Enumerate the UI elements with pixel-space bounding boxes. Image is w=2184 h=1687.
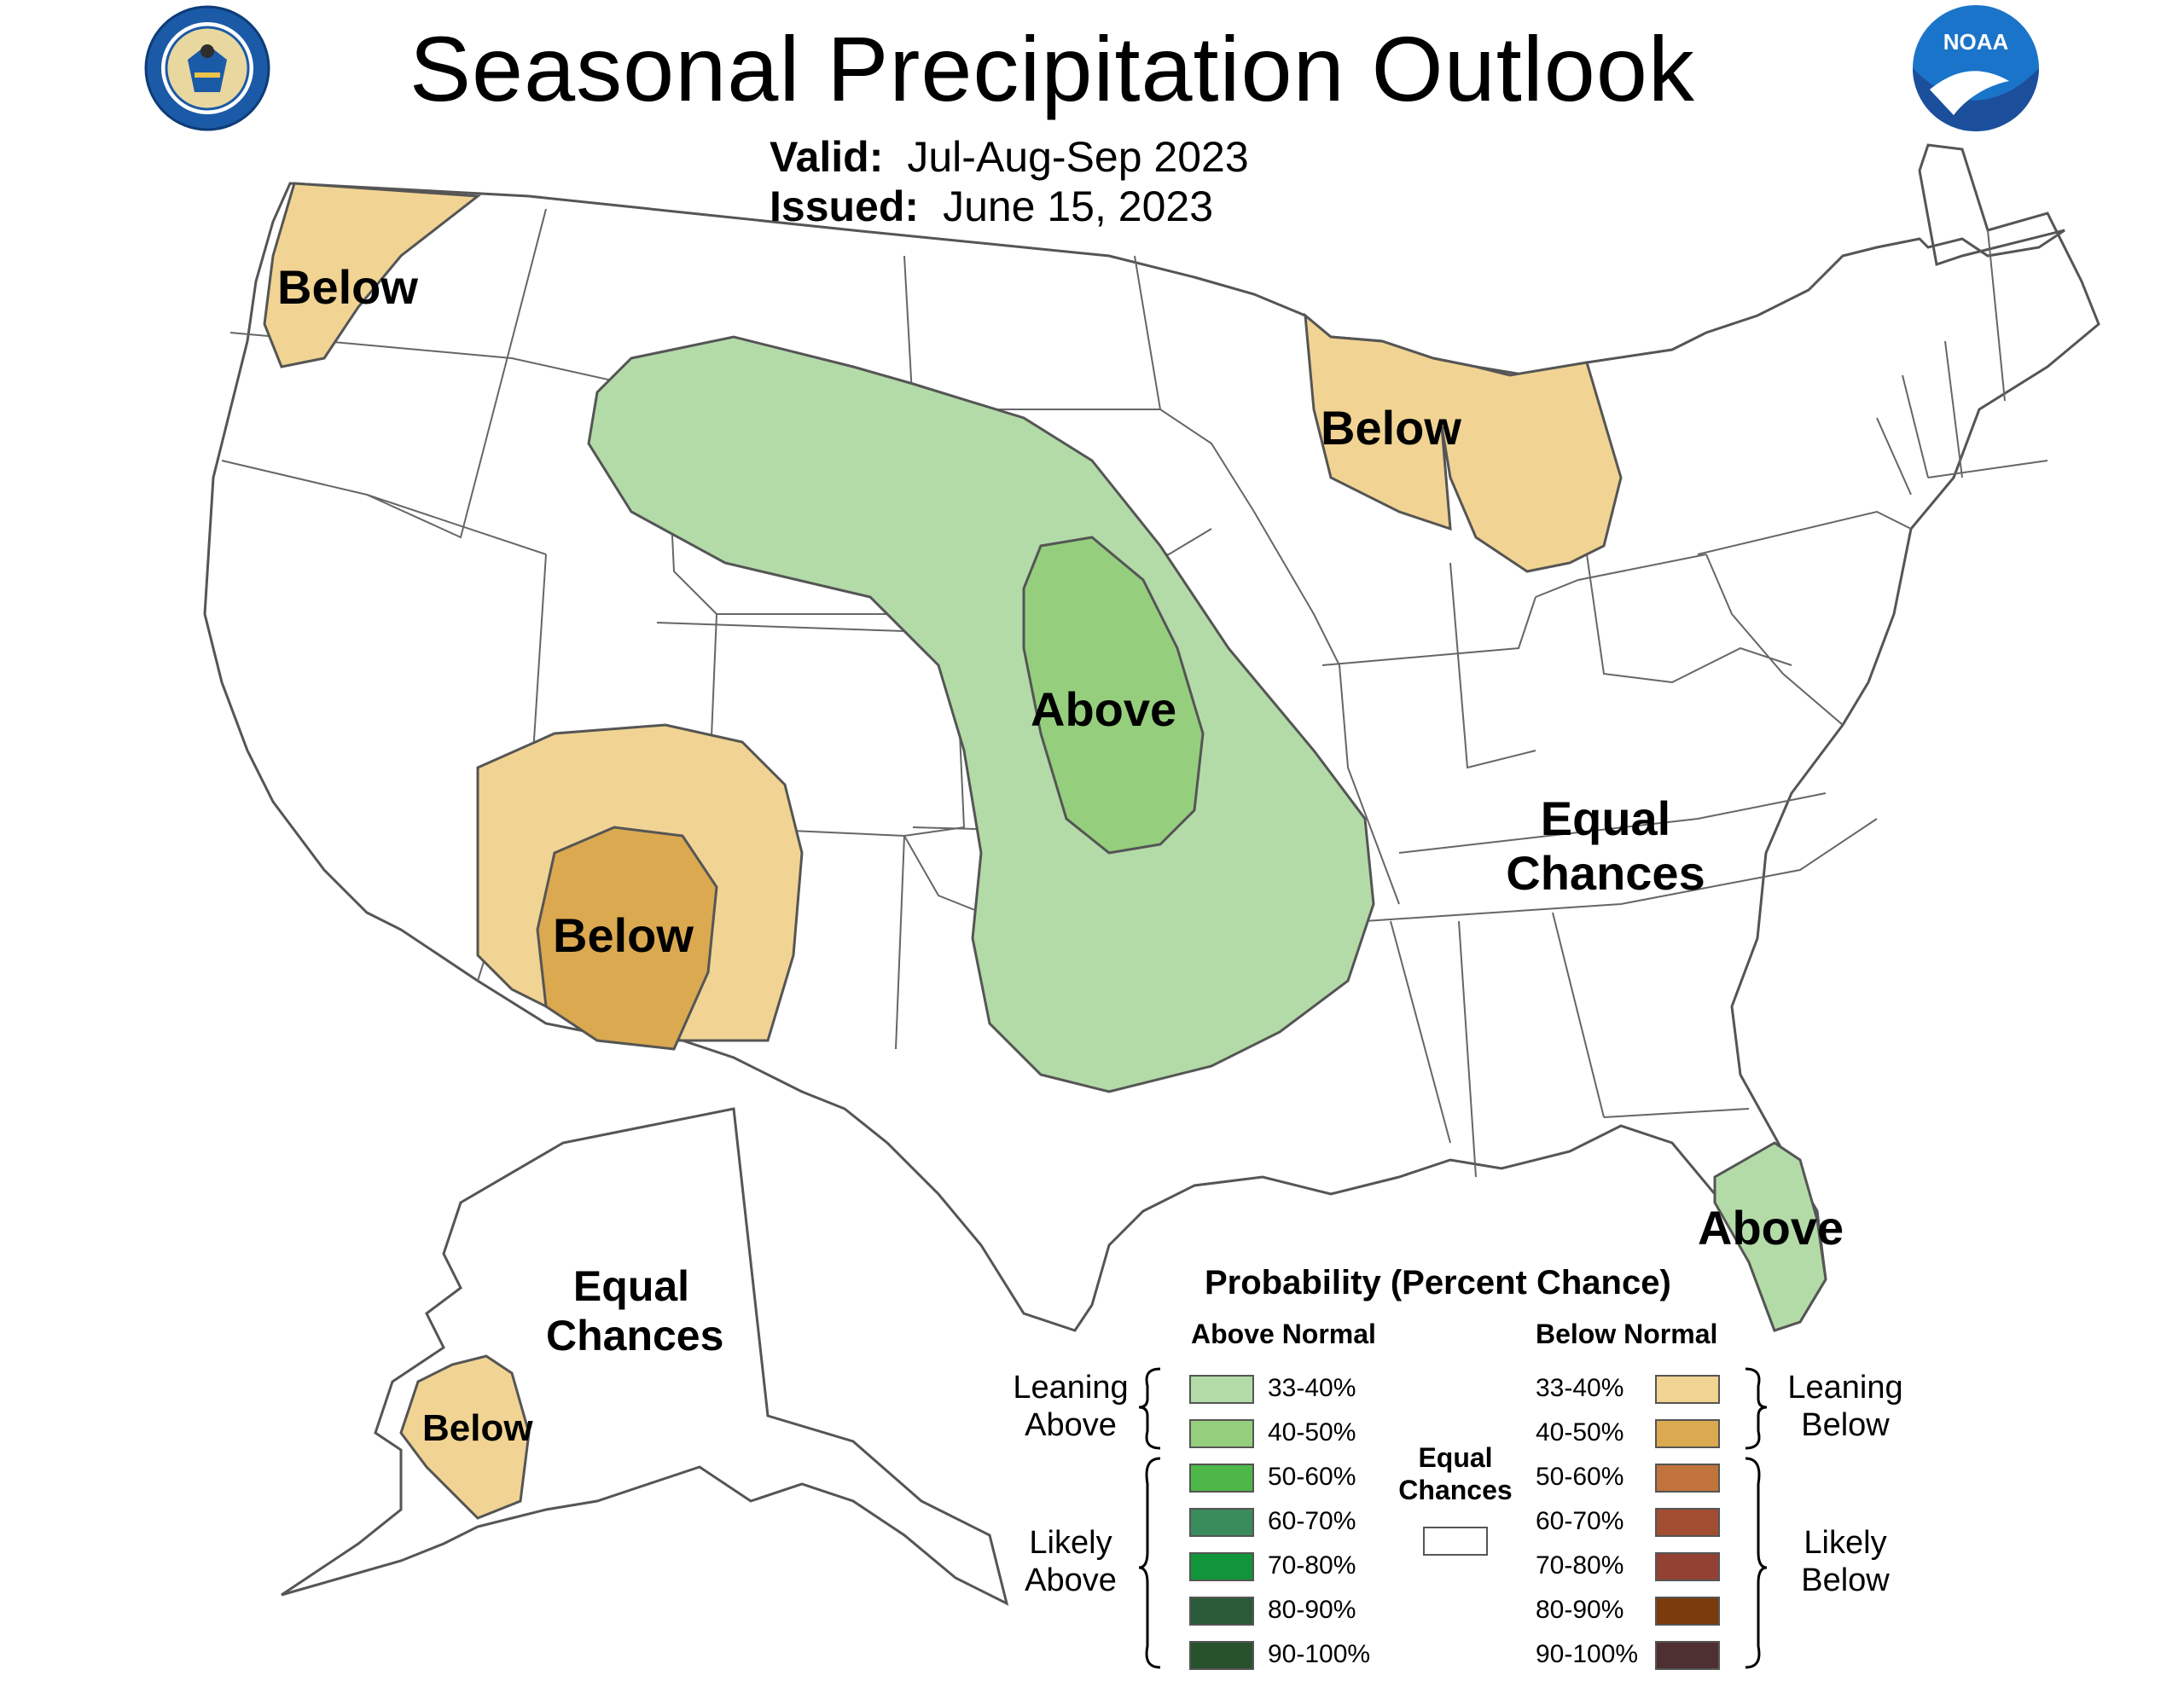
legend-below-swatch <box>1655 1508 1720 1537</box>
region-great-lakes-below <box>1304 312 1623 573</box>
legend-above-range: 80-90% <box>1268 1596 1356 1624</box>
valid-label: Valid: <box>770 133 884 181</box>
legend-above-range: 40-50% <box>1268 1418 1356 1446</box>
legend-above-swatch <box>1189 1464 1254 1493</box>
label-alaska-below: Below <box>422 1407 533 1449</box>
legend-below-range: 50-60% <box>1536 1463 1624 1491</box>
legend-below-range: 80-90% <box>1536 1596 1624 1624</box>
noaa-logo-icon: NOAA <box>1913 5 2039 131</box>
map-title: Seasonal Precipitation Outlook <box>410 17 1695 120</box>
legend-above-swatch <box>1189 1597 1254 1626</box>
legend-above-range: 70-80% <box>1268 1551 1356 1580</box>
legend-below-range: 40-50% <box>1536 1418 1624 1446</box>
label-great-lakes: Below <box>1321 401 1461 455</box>
legend-below-range: 90-100% <box>1536 1640 1639 1668</box>
legend-above-braces <box>1138 1367 1161 1669</box>
valid-line: Valid: Jul-Aug-Sep 2023 <box>770 132 1249 182</box>
legend-above-swatch <box>1189 1419 1254 1448</box>
region-central-above <box>587 335 1375 1093</box>
legend-below-swatch <box>1655 1375 1720 1404</box>
label-central-plains: Above <box>1031 682 1177 736</box>
label-florida: Above <box>1698 1201 1844 1255</box>
region-southwest-below-40 <box>536 826 718 1051</box>
region-florida-above <box>1713 1141 1827 1332</box>
legend-above-range: 90-100% <box>1268 1640 1371 1668</box>
legend-below-braces <box>1745 1367 1768 1669</box>
issued-value: June 15, 2023 <box>943 183 1214 230</box>
label-pacific-nw: Below <box>277 260 418 314</box>
label-southwest: Below <box>553 908 694 962</box>
legend-equal-chances-label: Equal Chances <box>1398 1442 1513 1506</box>
legend-below-swatch <box>1655 1552 1720 1581</box>
legend-above-swatch <box>1189 1552 1254 1581</box>
label-east-equal-chances: Equal Chances <box>1506 791 1705 901</box>
svg-text:NOAA: NOAA <box>1943 29 2009 55</box>
legend-above-range: 50-60% <box>1268 1463 1356 1491</box>
legend-above-swatch <box>1189 1641 1254 1670</box>
legend-above-swatch <box>1189 1375 1254 1404</box>
legend-below-swatch <box>1655 1464 1720 1493</box>
legend-equal-chances-swatch <box>1423 1527 1488 1556</box>
legend-title: Probability (Percent Chance) <box>1205 1264 1671 1301</box>
issued-line: Issued: June 15, 2023 <box>770 182 1213 231</box>
region-pacific-nw-below <box>263 182 482 368</box>
legend-above-heading: Above Normal <box>1191 1319 1376 1349</box>
region-alaska-below <box>399 1354 531 1520</box>
legend-leaning-above: Leaning Above <box>1013 1370 1129 1443</box>
legend-leaning-below: Leaning Below <box>1787 1370 1903 1443</box>
issued-label: Issued: <box>770 183 920 230</box>
legend-above-range: 33-40% <box>1268 1374 1356 1402</box>
legend-below-range: 33-40% <box>1536 1374 1624 1402</box>
region-central-above-40 <box>1022 536 1205 855</box>
valid-value: Jul-Aug-Sep 2023 <box>907 133 1249 181</box>
legend-below-heading: Below Normal <box>1536 1319 1718 1349</box>
legend-above-range: 60-70% <box>1268 1507 1356 1535</box>
legend-above-swatch <box>1189 1508 1254 1537</box>
commerce-seal-icon <box>144 5 270 131</box>
legend-likely-below: Likely Below <box>1801 1525 1890 1598</box>
legend-likely-above: Likely Above <box>1025 1525 1117 1598</box>
legend-below-swatch <box>1655 1419 1720 1448</box>
legend-below-swatch <box>1655 1641 1720 1670</box>
legend-below-swatch <box>1655 1597 1720 1626</box>
legend-below-range: 70-80% <box>1536 1551 1624 1580</box>
label-alaska-equal-chances: Equal Chances <box>546 1262 724 1359</box>
legend-below-range: 60-70% <box>1536 1507 1624 1535</box>
